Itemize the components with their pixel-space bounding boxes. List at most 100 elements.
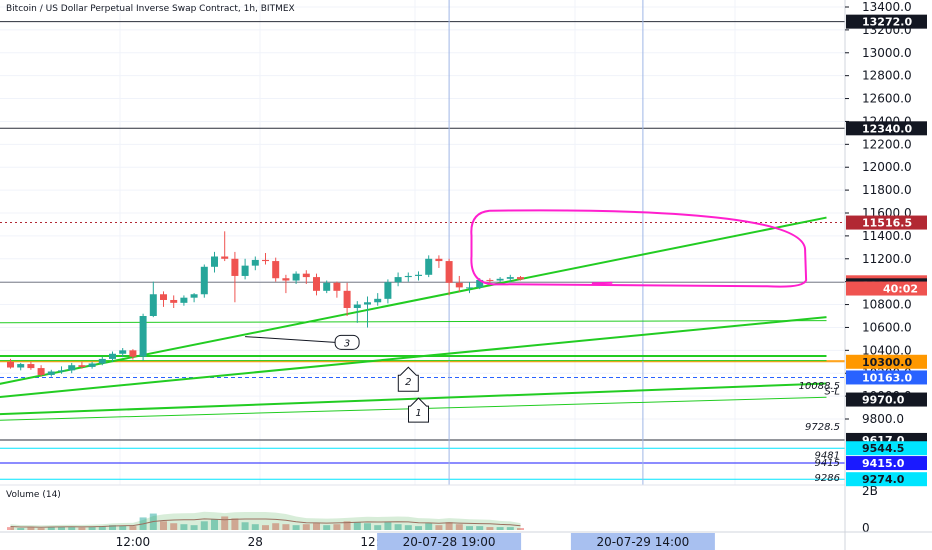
volume-bar[interactable] bbox=[425, 523, 433, 530]
volume-bar[interactable] bbox=[496, 527, 504, 530]
callout-box[interactable] bbox=[397, 366, 419, 392]
volume-bar[interactable] bbox=[302, 524, 310, 530]
candle-body[interactable] bbox=[200, 266, 208, 295]
volume-bar[interactable] bbox=[180, 524, 188, 530]
candle-body[interactable] bbox=[7, 361, 14, 368]
volume-bar[interactable] bbox=[68, 527, 76, 530]
candle-body[interactable] bbox=[149, 294, 157, 316]
candle-body[interactable] bbox=[47, 371, 55, 375]
candle-body[interactable] bbox=[211, 256, 218, 267]
volume-bar[interactable] bbox=[282, 524, 290, 530]
candle-body[interactable] bbox=[506, 277, 514, 279]
candle-body[interactable] bbox=[58, 370, 65, 372]
candle-body[interactable] bbox=[119, 350, 127, 354]
candle-body[interactable] bbox=[78, 365, 86, 367]
trendline[interactable] bbox=[0, 396, 827, 421]
volume-bar[interactable] bbox=[476, 526, 484, 530]
candle-body[interactable] bbox=[302, 273, 310, 278]
candle-body[interactable] bbox=[17, 364, 25, 368]
candle-body[interactable] bbox=[394, 277, 402, 283]
volume-bar[interactable] bbox=[486, 527, 494, 530]
volume-bar[interactable] bbox=[374, 525, 382, 530]
candle-body[interactable] bbox=[374, 298, 382, 303]
volume-bar[interactable] bbox=[323, 525, 331, 530]
volume-bar[interactable] bbox=[313, 523, 320, 530]
volume-bar[interactable] bbox=[445, 522, 453, 530]
price-label-bg[interactable] bbox=[846, 121, 927, 136]
price-label-bg[interactable] bbox=[846, 456, 927, 471]
volume-bar[interactable] bbox=[404, 525, 412, 530]
candle-body[interactable] bbox=[160, 294, 167, 300]
price-label-bg[interactable] bbox=[846, 441, 927, 456]
candle-body[interactable] bbox=[455, 282, 463, 288]
price-label-bg[interactable] bbox=[846, 472, 927, 487]
volume-bar[interactable] bbox=[170, 523, 178, 530]
candle-body[interactable] bbox=[282, 278, 290, 281]
volume-bar[interactable] bbox=[221, 516, 229, 530]
candle-body[interactable] bbox=[445, 261, 453, 283]
volume-bar[interactable] bbox=[78, 527, 86, 530]
price-label-bg[interactable] bbox=[846, 392, 927, 407]
volume-bar[interactable] bbox=[435, 525, 443, 530]
candle-body[interactable] bbox=[231, 258, 239, 276]
volume-bar[interactable] bbox=[384, 522, 392, 530]
candle-body[interactable] bbox=[466, 287, 473, 289]
highlight-annotation[interactable] bbox=[470, 209, 808, 288]
volume-bar[interactable] bbox=[211, 519, 218, 530]
volume-bar[interactable] bbox=[241, 522, 249, 530]
volume-bar[interactable] bbox=[129, 526, 137, 530]
volume-bar[interactable] bbox=[333, 524, 341, 530]
price-label-bg[interactable] bbox=[846, 14, 927, 29]
candle-body[interactable] bbox=[37, 368, 45, 375]
volume-bar[interactable] bbox=[364, 523, 371, 530]
volume-bar[interactable] bbox=[88, 527, 96, 530]
volume-bar[interactable] bbox=[109, 525, 116, 530]
candle-body[interactable] bbox=[221, 256, 229, 259]
volume-bar[interactable] bbox=[7, 527, 14, 530]
candle-body[interactable] bbox=[486, 279, 494, 281]
volume-bar[interactable] bbox=[506, 527, 514, 530]
volume-bar[interactable] bbox=[37, 528, 45, 530]
price-label-bg[interactable] bbox=[846, 370, 927, 385]
volume-bar[interactable] bbox=[343, 521, 351, 530]
volume-bar[interactable] bbox=[455, 524, 463, 530]
volume-bar[interactable] bbox=[517, 528, 524, 530]
volume-bar[interactable] bbox=[262, 525, 269, 530]
candle-body[interactable] bbox=[384, 282, 392, 299]
candle-body[interactable] bbox=[190, 294, 198, 298]
candle-body[interactable] bbox=[333, 282, 341, 291]
candle-body[interactable] bbox=[435, 258, 443, 262]
candle-body[interactable] bbox=[27, 364, 35, 369]
candle-body[interactable] bbox=[313, 277, 320, 291]
volume-bar[interactable] bbox=[231, 518, 239, 530]
candle-body[interactable] bbox=[139, 316, 147, 357]
volume-bar[interactable] bbox=[415, 526, 422, 530]
trendline[interactable] bbox=[0, 320, 827, 324]
volume-bar[interactable] bbox=[17, 528, 25, 530]
candle-body[interactable] bbox=[476, 279, 484, 288]
candle-body[interactable] bbox=[415, 274, 422, 276]
candle-body[interactable] bbox=[272, 261, 280, 279]
volume-bar[interactable] bbox=[251, 524, 259, 530]
candle-body[interactable] bbox=[180, 297, 188, 303]
volume-bar[interactable] bbox=[353, 522, 361, 530]
candle-body[interactable] bbox=[292, 273, 300, 281]
volume-bar[interactable] bbox=[272, 523, 280, 530]
candle-body[interactable] bbox=[323, 282, 331, 291]
candle-body[interactable] bbox=[109, 353, 116, 359]
volume-bar[interactable] bbox=[160, 521, 167, 530]
candle-body[interactable] bbox=[98, 358, 106, 364]
candle-body[interactable] bbox=[364, 302, 371, 305]
trendline[interactable] bbox=[0, 316, 827, 401]
candle-body[interactable] bbox=[517, 277, 524, 280]
volume-bar[interactable] bbox=[27, 527, 35, 530]
candle-body[interactable] bbox=[353, 304, 361, 308]
volume-bar[interactable] bbox=[394, 524, 402, 530]
candle-body[interactable] bbox=[241, 265, 249, 276]
trendline[interactable] bbox=[0, 382, 827, 416]
volume-bar[interactable] bbox=[58, 526, 65, 530]
candle-body[interactable] bbox=[425, 258, 433, 275]
candle-body[interactable] bbox=[251, 259, 259, 266]
price-label-bg[interactable] bbox=[846, 215, 927, 230]
